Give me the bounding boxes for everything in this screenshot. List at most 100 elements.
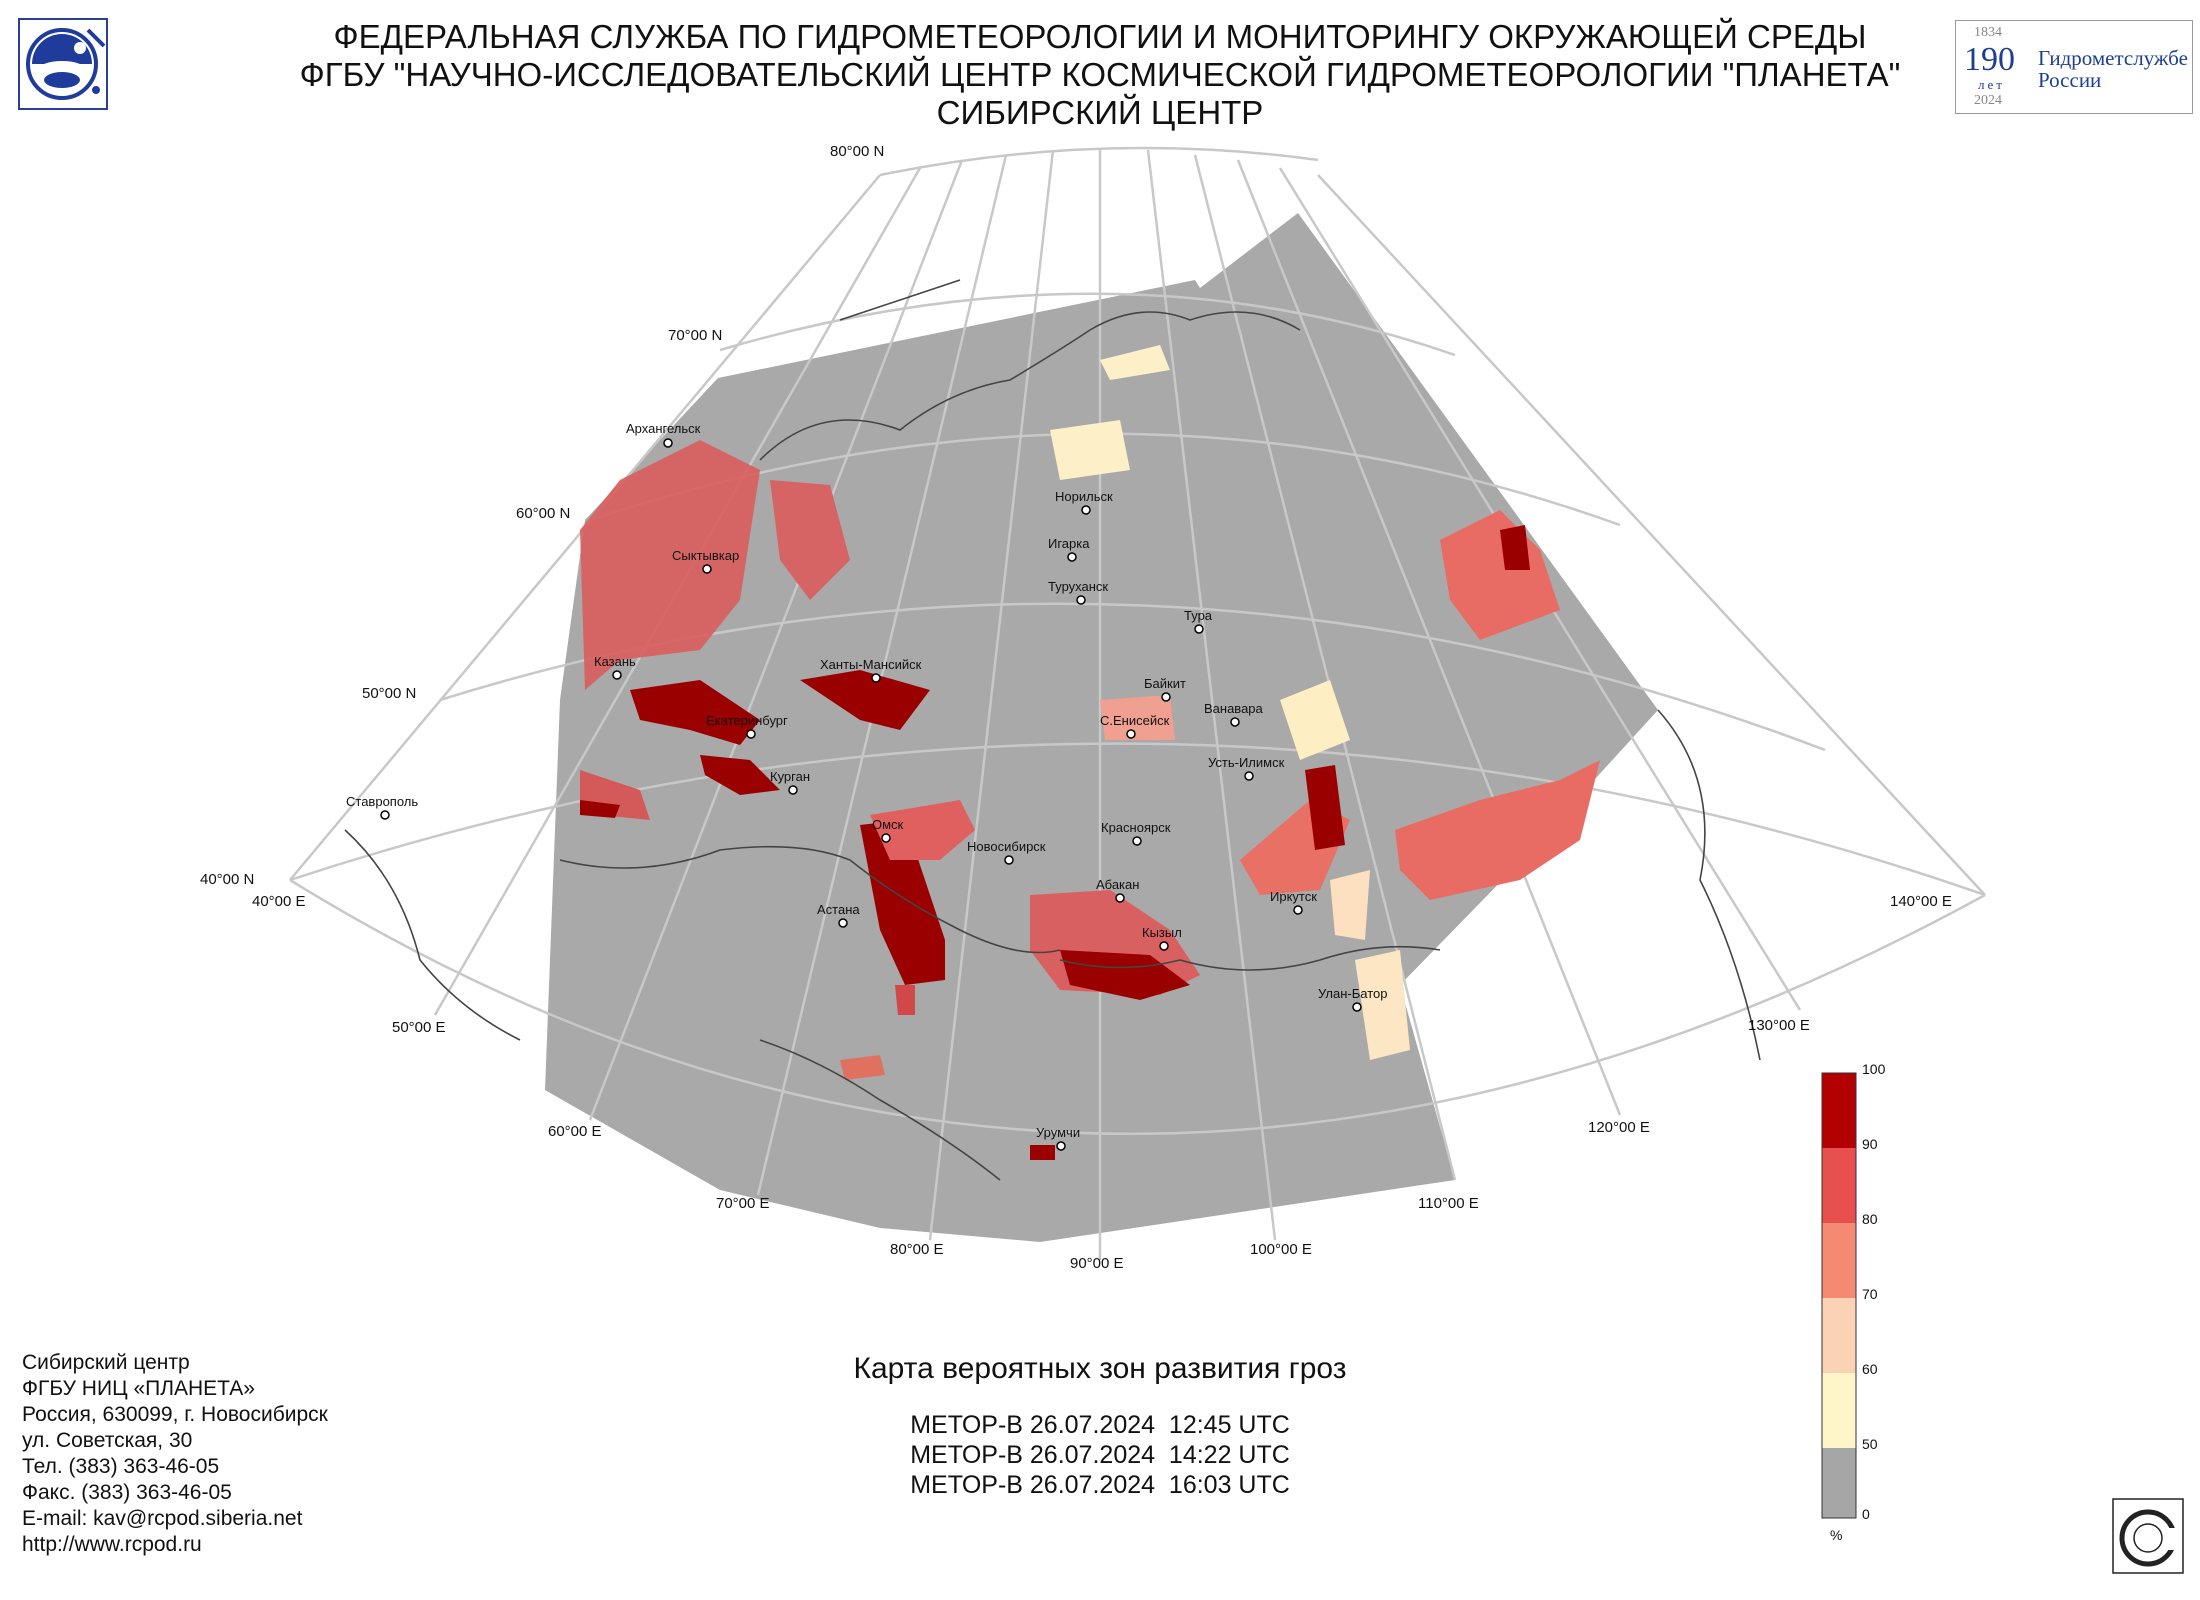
longitude-labels: 40°00 E 50°00 E 60°00 E 70°00 E 80°00 E … [252, 893, 1952, 1272]
city-label: Омск [872, 817, 904, 832]
colorbar-tick-90: 90 [1862, 1136, 1878, 1152]
border-china [759, 1039, 1001, 1181]
zone-small-1 [1030, 1145, 1055, 1160]
address-line: Россия, 630099, г. Новосибирск [22, 1403, 328, 1426]
zone-baikal-2 [1305, 765, 1345, 850]
colorbar-tick-100: 100 [1862, 1061, 1886, 1077]
zone-arctic [1050, 420, 1130, 480]
lat-label-80: 80°00 N [830, 143, 884, 160]
lon-label-70: 70°00 E [716, 1195, 770, 1212]
meridian-120 [1236, 159, 1622, 1116]
city-label: Иркутск [1270, 889, 1317, 904]
header-line-1: ФЕДЕРАЛЬНАЯ СЛУЖБА ПО ГИДРОМЕТЕОРОЛОГИИ … [333, 18, 1867, 55]
city-label: Архангельск [626, 421, 701, 436]
anniversary-year-start: 1834 [1974, 25, 2002, 40]
lon-label-110: 110°00 E [1418, 1195, 1479, 1212]
zone-hm [800, 670, 930, 730]
lon-label-80: 80°00 E [890, 1241, 944, 1258]
meridian-110 [1193, 154, 1457, 1181]
zone-ekb-dark [700, 755, 780, 795]
satellite-pass: МЕТОР-В 26.07.2024 14:22 UTC [910, 1441, 1290, 1469]
zone-taimyr [1100, 345, 1170, 380]
zone-tura [1280, 680, 1350, 760]
zone-omsk [860, 820, 945, 985]
probability-zones [580, 345, 1600, 1160]
city-vanavara: Ванавара [1204, 701, 1264, 727]
city-arkhangelsk: Архангельск [626, 421, 701, 448]
satellite-pass: МЕТОР-В 26.07.2024 16:03 UTC [910, 1471, 1290, 1499]
city-tura: Тура [1184, 608, 1213, 634]
colorbar-tick-0: 0 [1862, 1506, 1870, 1522]
address-line: ФГБУ НИЦ «ПЛАНЕТА» [22, 1377, 255, 1400]
colorbar-tick-60: 60 [1862, 1361, 1878, 1377]
city-label: Усть-Илимск [1208, 755, 1285, 770]
city-ust-ilimsk: Усть-Илимск [1208, 755, 1285, 781]
outer-arc [289, 878, 1986, 1135]
lat-label-50: 50°00 N [362, 685, 416, 702]
anniversary-logo: 1834 190 лет Гидрометслужбе России 2024 [1955, 20, 2193, 114]
city-label: Астана [817, 902, 860, 917]
lon-label-140: 140°00 E [1890, 893, 1952, 910]
city-omsk: Омск [872, 817, 904, 843]
lon-label-40: 40°00 E [252, 893, 306, 910]
iso-certification-logo [2112, 1498, 2184, 1574]
city-label: С.Енисейск [1100, 713, 1170, 728]
city-label: Байкит [1144, 676, 1186, 691]
city-kyzyl: Кызыл [1142, 925, 1182, 951]
city-label: Сыктывкар [672, 548, 739, 563]
city-label: Новосибирск [967, 839, 1046, 854]
zone-astana-strip [895, 985, 915, 1015]
coast-caspian [344, 829, 521, 1041]
address-phone: Тел. (383) 363-46-05 [22, 1455, 220, 1478]
lat-label-60: 60°00 N [516, 505, 570, 522]
city-label: Ванавара [1204, 701, 1264, 716]
header-line-3: СИБИРСКИЙ ЦЕНТР [936, 94, 1264, 131]
meridian-70 [756, 154, 1008, 1196]
city-astana: Астана [817, 902, 860, 928]
zone-ural-dark [630, 680, 760, 745]
zone-kyzyl-dark [1060, 950, 1190, 1000]
map-title: Карта вероятных зон развития гроз [853, 1352, 1347, 1385]
meridian-60 [588, 159, 964, 1121]
colorbar-band-50-60 [1822, 1373, 1856, 1448]
zone-omsk-light [870, 800, 975, 860]
satellite-passes: МЕТОР-В 26.07.2024 12:45 UTC МЕТОР-В 26.… [700, 1410, 1500, 1500]
colorbar-band-90-100 [1822, 1073, 1856, 1148]
zone-komi [770, 480, 850, 600]
anniversary-text: Гидрометслужбе России [2038, 47, 2188, 91]
city-urumqi: Урумчи [1036, 1125, 1080, 1151]
roshydromet-logo [18, 18, 108, 110]
zone-ub-light [1355, 950, 1410, 1060]
colorbar-band-70-80 [1822, 1223, 1856, 1298]
island-novaya [839, 279, 961, 321]
colorbar-tick-70: 70 [1862, 1286, 1878, 1302]
header-line-2: ФГБУ "НАУЧНО-ИССЛЕДОВАТЕЛЬСКИЙ ЦЕНТР КОС… [299, 56, 1901, 93]
colorbar-tick-80: 80 [1862, 1211, 1878, 1227]
city-label: Улан-Батор [1318, 986, 1387, 1001]
anniversary-text-line-2: России [2038, 68, 2102, 92]
city-khanty-mansiysk: Ханты-Мансийск [820, 657, 922, 683]
parallel-40 [289, 742, 1986, 897]
lat-label-70: 70°00 N [668, 327, 722, 344]
latitude-labels: 80°00 N 70°00 N 60°00 N 50°00 N 40°00 N [200, 143, 884, 888]
address-line: ул. Советская, 30 [22, 1429, 193, 1452]
city-krasnoyarsk: Красноярск [1101, 820, 1171, 846]
city-label: Кызыл [1142, 925, 1182, 940]
city-kurgan: Курган [770, 769, 810, 795]
city-yekaterinburg: Екатеринбург [706, 713, 788, 739]
address-line: Сибирский центр [22, 1351, 190, 1374]
city-label: Екатеринбург [706, 713, 788, 728]
zone-baikal-light [1330, 870, 1370, 940]
city-kazan: Казань [594, 654, 636, 680]
address-block: Сибирский центр ФГБУ НИЦ «ПЛАНЕТА» Росси… [22, 1350, 328, 1558]
address-website: http://www.rcpod.ru [22, 1533, 202, 1556]
city-ulan-bator: Улан-Батор [1318, 986, 1387, 1012]
lon-label-130: 130°00 E [1748, 1017, 1810, 1034]
anniversary-number: 190 [1964, 41, 2015, 78]
zone-yenisei [1100, 695, 1175, 740]
city-label: Ставрополь [346, 794, 418, 809]
meridian-80 [928, 149, 1055, 1241]
anniversary-text-line-1: Гидрометслужбе [2038, 46, 2188, 70]
colorbar-tick-50: 50 [1862, 1436, 1878, 1452]
